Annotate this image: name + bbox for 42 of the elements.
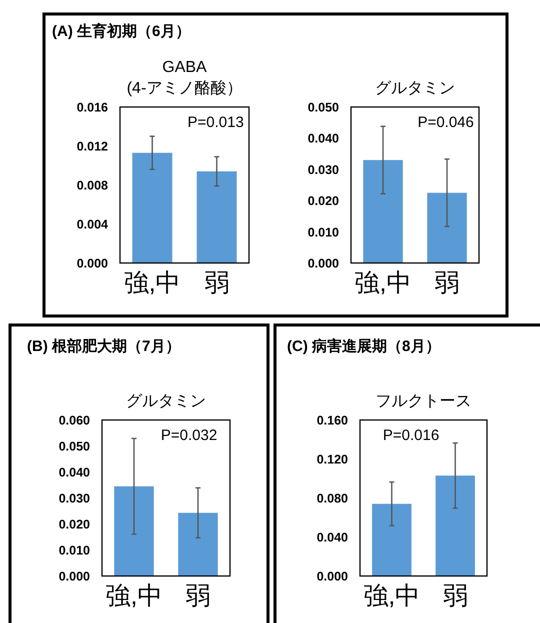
- text: (C) 病害進展期（8月）: [287, 337, 440, 355]
- annotation: P=0.032: [160, 427, 218, 444]
- y-tick-label: 0.020: [308, 194, 340, 208]
- x-tick-label: 強,中: [106, 582, 162, 610]
- y-tick-label: 0.016: [76, 100, 108, 114]
- y-tick-label: 0.040: [316, 530, 348, 544]
- y-tick-label: 0.040: [58, 466, 90, 480]
- y-tick-label: 0.080: [316, 492, 348, 506]
- y-tick-label: 0.012: [76, 140, 108, 154]
- y-tick-label: 0.000: [316, 570, 348, 584]
- x-tick-label: 強,中: [124, 269, 181, 297]
- annotation: P=0.013: [188, 114, 244, 131]
- y-tick-label: 0.000: [76, 256, 108, 270]
- x-tick-label: 弱: [434, 269, 460, 297]
- y-tick-label: 0.040: [308, 132, 340, 146]
- y-tick-label: 0.010: [58, 544, 90, 558]
- y-tick-label: 0.060: [58, 414, 90, 428]
- x-tick-label: 強,中: [354, 269, 412, 297]
- chart-title: フルクトース: [376, 393, 472, 410]
- y-tick-label: 0.050: [308, 100, 340, 114]
- text: (B) 根部肥大期（7月）: [27, 337, 180, 355]
- y-tick-label: 0.000: [58, 570, 90, 584]
- x-tick-label: 強,中: [363, 582, 420, 610]
- y-tick-label: 0.020: [58, 518, 90, 532]
- annotation: P=0.016: [382, 427, 440, 444]
- y-tick-label: 0.160: [316, 414, 348, 428]
- chart-title: GABA (4-アミノ酪酸）: [126, 59, 242, 97]
- chart-title: グルタミン: [375, 80, 455, 97]
- y-tick-label: 0.030: [308, 162, 340, 177]
- x-tick-label: 弱: [442, 582, 468, 610]
- y-tick-label: 0.120: [316, 452, 348, 466]
- y-tick-label: 0.050: [58, 440, 90, 454]
- y-tick-label: 0.030: [58, 492, 90, 506]
- annotation: P=0.046: [418, 114, 474, 131]
- text: (A) 生育初期（6月）: [52, 22, 190, 40]
- y-tick-label: 0.000: [308, 256, 340, 270]
- y-tick-label: 0.008: [76, 178, 108, 192]
- chart-title: グルタミン: [126, 393, 206, 410]
- y-tick-label: 0.010: [308, 225, 340, 240]
- x-tick-label: 弱: [204, 269, 230, 297]
- x-tick-label: 弱: [186, 582, 210, 610]
- y-tick-label: 0.004: [76, 218, 108, 232]
